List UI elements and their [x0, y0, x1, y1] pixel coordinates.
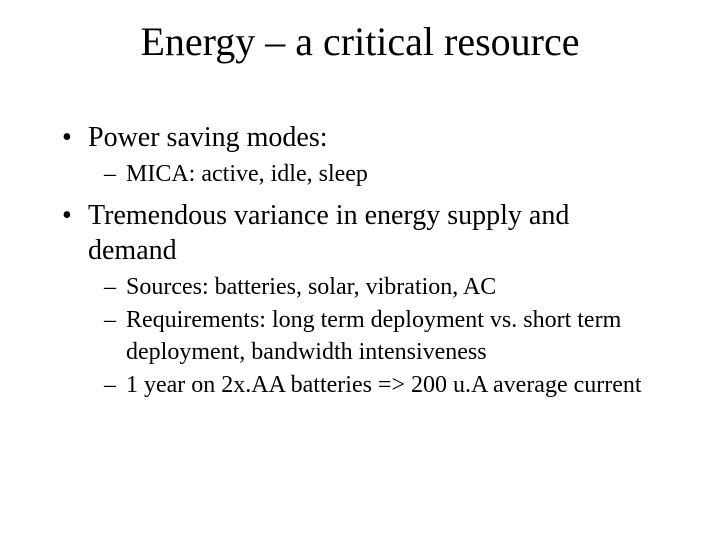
sub-list-item: 1 year on 2x.AA batteries => 200 u.A ave…	[104, 370, 660, 401]
sub-list: MICA: active, idle, sleep	[104, 159, 660, 190]
slide-title: Energy – a critical resource	[60, 18, 660, 65]
bullet-text: Power saving modes:	[88, 122, 328, 153]
bullet-text: Tremendous variance in energy supply and…	[88, 200, 569, 266]
slide: Energy – a critical resource Power savin…	[0, 0, 720, 540]
bullet-list: Power saving modes: MICA: active, idle, …	[60, 120, 660, 401]
sub-list-item: Sources: batteries, solar, vibration, AC	[104, 272, 660, 303]
list-item: Power saving modes: MICA: active, idle, …	[60, 120, 660, 190]
sub-list-item: MICA: active, idle, sleep	[104, 159, 660, 190]
sub-list: Sources: batteries, solar, vibration, AC…	[104, 272, 660, 401]
list-item: Tremendous variance in energy supply and…	[60, 198, 660, 401]
sub-list-item: Requirements: long term deployment vs. s…	[104, 305, 660, 367]
